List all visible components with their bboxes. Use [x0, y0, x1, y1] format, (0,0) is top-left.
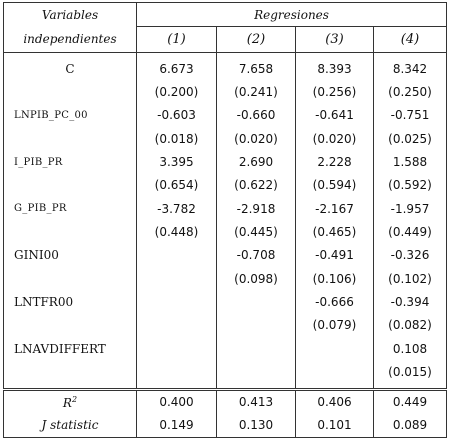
- std-error-cell: [136, 267, 217, 291]
- table-row: I_PIB_PR 3.395 2.690 2.228 1.588: [3, 150, 447, 174]
- coefficient-cell: -1.957: [373, 197, 447, 221]
- table-row: (0.448) (0.445) (0.465) (0.449): [3, 220, 447, 244]
- table-row: G_PIB_PR -3.782 -2.918 -2.167 -1.957: [3, 197, 447, 221]
- table-row: (0.079) (0.082): [3, 313, 447, 338]
- std-error-cell: (0.256): [295, 80, 374, 104]
- coefficient-cell: 0.108: [373, 337, 447, 361]
- std-error-cell: [136, 360, 217, 390]
- coefficient-cell: 1.588: [373, 150, 447, 174]
- variables-header-line1: Variables: [3, 2, 137, 27]
- j-statistic-label: J statistic: [3, 413, 137, 438]
- std-error-cell: (0.106): [295, 267, 374, 291]
- table-row: R2 0.400 0.413 0.406 0.449: [3, 387, 447, 414]
- stat-cell: 0.449: [373, 387, 447, 414]
- coefficient-cell: 2.228: [295, 150, 374, 174]
- std-error-cell: (0.465): [295, 220, 374, 244]
- table-row: LNAVDIFFERT 0.108: [3, 337, 447, 361]
- coefficient-cell: -0.641: [295, 103, 374, 128]
- coefficient-cell: [136, 290, 217, 314]
- regressions-title: Regresiones: [136, 2, 447, 27]
- variable-name: I_PIB_PR: [3, 150, 137, 174]
- std-error-cell: [216, 313, 296, 338]
- coefficient-cell: [136, 337, 217, 361]
- std-error-cell: (0.654): [136, 173, 217, 198]
- std-error-cell: (0.015): [373, 360, 447, 390]
- column-header-2: (2): [216, 26, 296, 53]
- variable-name: LNAVDIFFERT: [3, 337, 137, 361]
- variable-name: GINI00: [3, 243, 137, 268]
- coefficient-cell: 6.673: [136, 52, 217, 81]
- std-error-cell: (0.200): [136, 80, 217, 104]
- std-error-cell: (0.082): [373, 313, 447, 338]
- coefficient-cell: [216, 290, 296, 314]
- coefficient-cell: -0.603: [136, 103, 217, 128]
- table-row: LNPIB_PC_00 -0.603 -0.660 -0.641 -0.751: [3, 103, 447, 128]
- variable-name: LNPIB_PC_00: [3, 103, 137, 128]
- std-error-cell: (0.020): [216, 127, 296, 151]
- table-row: (0.018) (0.020) (0.020) (0.025): [3, 127, 447, 151]
- table-row: C 6.673 7.658 8.393 8.342: [3, 52, 447, 81]
- coefficient-cell: -0.708: [216, 243, 296, 268]
- regression-table: Variables Regresiones independientes (1)…: [3, 2, 447, 438]
- variable-name: C: [3, 52, 137, 81]
- std-error-cell: (0.098): [216, 267, 296, 291]
- stat-cell: 0.101: [295, 413, 374, 438]
- std-error-cell: (0.102): [373, 267, 447, 291]
- variables-header-line2: independientes: [3, 26, 137, 53]
- table-row: J statistic 0.149 0.130 0.101 0.089: [3, 413, 447, 438]
- coefficient-cell: 8.393: [295, 52, 374, 81]
- coefficient-cell: -0.751: [373, 103, 447, 128]
- std-error-cell: (0.018): [136, 127, 217, 151]
- stat-cell: 0.400: [136, 387, 217, 414]
- coefficient-cell: -0.394: [373, 290, 447, 314]
- table-row: (0.200) (0.241) (0.256) (0.250): [3, 80, 447, 104]
- coefficient-cell: -0.666: [295, 290, 374, 314]
- stat-cell: 0.089: [373, 413, 447, 438]
- table-row: LNTFR00 -0.666 -0.394: [3, 290, 447, 314]
- column-header-4: (4): [373, 26, 447, 53]
- table-row: (0.654) (0.622) (0.594) (0.592): [3, 173, 447, 198]
- coefficient-cell: 7.658: [216, 52, 296, 81]
- column-header-1: (1): [136, 26, 217, 53]
- std-error-cell: (0.020): [295, 127, 374, 151]
- std-error-cell: (0.622): [216, 173, 296, 198]
- std-error-cell: (0.592): [373, 173, 447, 198]
- std-error-cell: [295, 360, 374, 390]
- coefficient-cell: -3.782: [136, 197, 217, 221]
- stat-cell: 0.406: [295, 387, 374, 414]
- std-error-cell: [216, 360, 296, 390]
- std-error-cell: (0.449): [373, 220, 447, 244]
- table-row: GINI00 -0.708 -0.491 -0.326: [3, 243, 447, 268]
- variable-name: LNTFR00: [3, 290, 137, 314]
- std-error-cell: [136, 313, 217, 338]
- table-row: (0.015): [3, 360, 447, 390]
- coefficient-cell: -2.167: [295, 197, 374, 221]
- coefficient-cell: -2.918: [216, 197, 296, 221]
- std-error-cell: (0.241): [216, 80, 296, 104]
- stat-cell: 0.149: [136, 413, 217, 438]
- stat-cell: 0.130: [216, 413, 296, 438]
- stat-cell: 0.413: [216, 387, 296, 414]
- table-row: (0.098) (0.106) (0.102): [3, 267, 447, 291]
- coefficient-cell: [136, 243, 217, 268]
- coefficient-cell: -0.491: [295, 243, 374, 268]
- coefficient-cell: 2.690: [216, 150, 296, 174]
- std-error-cell: (0.025): [373, 127, 447, 151]
- std-error-cell: (0.594): [295, 173, 374, 198]
- coefficient-cell: [295, 337, 374, 361]
- std-error-cell: (0.250): [373, 80, 447, 104]
- variable-name: G_PIB_PR: [3, 197, 137, 221]
- coefficient-cell: 8.342: [373, 52, 447, 81]
- r-squared-label: R2: [3, 387, 137, 414]
- column-header-3: (3): [295, 26, 374, 53]
- std-error-cell: (0.448): [136, 220, 217, 244]
- std-error-cell: (0.445): [216, 220, 296, 244]
- coefficient-cell: -0.326: [373, 243, 447, 268]
- std-error-cell: (0.079): [295, 313, 374, 338]
- coefficient-cell: [216, 337, 296, 361]
- coefficient-cell: -0.660: [216, 103, 296, 128]
- coefficient-cell: 3.395: [136, 150, 217, 174]
